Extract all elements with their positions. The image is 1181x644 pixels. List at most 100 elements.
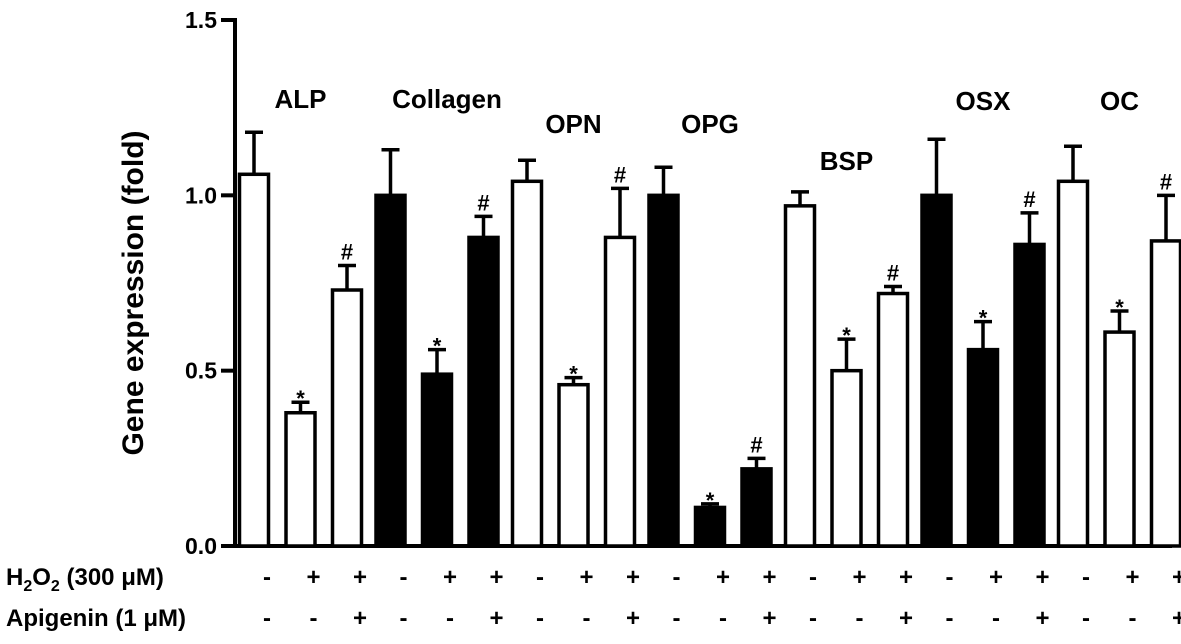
minus-sign: - [673,564,681,591]
y-axis-label: Gene expression (fold) [117,130,150,455]
significance-asterisk: * [296,386,305,411]
minus-sign: - [809,605,817,632]
bar [237,172,271,548]
label-part: O [32,564,51,591]
minus-sign: - [400,605,408,632]
group-label: OPN [545,109,601,139]
minus-sign: - [856,605,864,632]
significance-hash: # [341,239,353,264]
significance-asterisk: * [433,334,442,359]
minus-sign: - [1129,605,1137,632]
plus-sign: + [899,564,913,591]
plus-sign: + [489,605,503,632]
minus-sign: - [1082,564,1090,591]
minus-sign: - [673,605,681,632]
bar [510,179,544,548]
plus-sign: + [716,564,730,591]
significance-hash: # [1160,169,1172,194]
group-label: OC [1100,86,1139,116]
plus-sign: + [989,564,1003,591]
bar [920,193,953,548]
plus-sign: + [1035,564,1049,591]
bar [1056,179,1090,548]
group-label: OPG [681,109,739,139]
bar [876,291,910,548]
subscript: 2 [23,578,32,595]
bar [284,410,317,548]
group-label: BSP [820,146,873,176]
plus-sign: + [1172,564,1181,591]
minus-sign: - [719,605,727,632]
plus-sign: + [1125,564,1139,591]
minus-sign: - [263,605,271,632]
minus-sign: - [536,605,544,632]
plus-sign: + [762,605,776,632]
bars: * # * # * # * # * # * # * # [237,130,1181,548]
plus-sign: + [626,605,640,632]
apigenin-label: Apigenin (1 μM) [6,605,186,632]
bar [693,505,727,548]
bar [1149,239,1181,548]
minus-sign: - [946,564,954,591]
significance-asterisk: * [569,362,578,387]
plus-sign: + [353,605,367,632]
plus-sign: + [852,564,866,591]
minus-sign: - [446,605,454,632]
significance-asterisk: * [842,323,851,348]
subscript: 2 [51,578,60,595]
bar [740,467,773,548]
significance-asterisk: * [706,488,715,513]
bar [603,235,637,548]
minus-sign: - [400,564,408,591]
y-tick-label: 0.5 [185,358,217,384]
group-labels: ALP Collagen OPN OPG BSP OSX OC [275,84,1140,176]
bar [647,193,680,548]
y-tick-label: 1.5 [185,7,217,33]
plus-sign: + [1172,605,1181,632]
plus-sign: + [353,564,367,591]
significance-hash: # [887,261,899,286]
bar [374,193,407,548]
significance-asterisk: * [1115,295,1124,320]
minus-sign: - [809,564,817,591]
significance-hash: # [614,162,626,187]
group-label: ALP [275,84,327,114]
h2o2-label: H2O2 (300 μM) [6,564,164,595]
label-part: H [6,564,23,591]
bar [966,347,1000,548]
bar [1103,330,1136,548]
bar [830,368,863,548]
plus-sign: + [762,564,776,591]
bar [330,288,364,548]
y-tick-label: 0.0 [185,533,217,559]
significance-hash: # [1023,187,1035,212]
minus-sign: - [310,605,318,632]
bar [1013,242,1046,548]
bar [557,382,590,548]
plus-sign: + [1035,605,1049,632]
bar [467,235,500,548]
plus-sign: + [443,564,457,591]
minus-sign: - [1082,605,1090,632]
plus-sign: + [626,564,640,591]
plus-sign: + [306,564,320,591]
significance-asterisk: * [979,306,988,331]
bar [420,372,454,548]
plus-sign: + [489,564,503,591]
group-label: Collagen [392,84,502,114]
label-part: (300 μM) [60,564,164,591]
y-tick-label: 1.0 [185,182,217,208]
condition-table: H2O2 (300 μM)Apigenin (1 μM)- + + - + + - + + - + +… [6,564,1181,632]
minus-sign: - [992,605,1000,632]
minus-sign: - [583,605,591,632]
significance-hash: # [750,432,762,457]
group-label: OSX [956,86,1012,116]
minus-sign: - [536,564,544,591]
plus-sign: + [899,605,913,632]
minus-sign: - [263,564,271,591]
bar [783,204,817,548]
significance-hash: # [477,190,489,215]
plus-sign: + [579,564,593,591]
minus-sign: - [946,605,954,632]
